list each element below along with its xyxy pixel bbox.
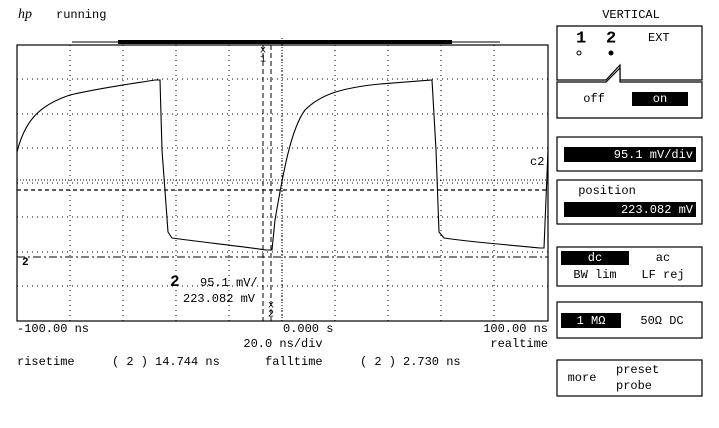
x-left: -100.00 ns <box>17 322 89 336</box>
coupling-key[interactable]: dc ac BW lim LF rej <box>556 246 703 287</box>
offset: 223.082 mV <box>183 292 256 306</box>
label-bg <box>570 184 645 196</box>
logo: hp <box>18 7 32 22</box>
off-option[interactable]: off <box>583 92 605 106</box>
softkey[interactable] <box>556 359 703 397</box>
position-label: position <box>578 184 636 198</box>
impedance-key[interactable]: 1 MΩ 50Ω DC <box>556 301 703 339</box>
impedance-1m[interactable]: 1 MΩ <box>577 314 606 328</box>
measure-value: 14.744 ns <box>155 355 220 369</box>
on-off[interactable]: off on <box>556 66 703 119</box>
on-dot <box>608 50 614 56</box>
channel-ext[interactable]: EXT <box>648 31 670 45</box>
marker-c2: c2 <box>530 155 544 169</box>
panel-title: VERTICAL <box>602 8 660 22</box>
preset[interactable]: preset <box>616 363 659 377</box>
position-value[interactable]: 223.082 mV <box>621 203 694 217</box>
scale-value[interactable]: 95.1 mV/div <box>614 148 693 162</box>
measure-name: falltime <box>265 355 323 369</box>
scale-key[interactable]: 95.1 mV/div <box>556 136 703 172</box>
measure-name: risetime <box>17 355 75 369</box>
channel-1[interactable]: 1 <box>576 29 586 48</box>
measure-value: 2.730 ns <box>403 355 461 369</box>
volts-per-div: 95.1 mV/ <box>200 276 258 290</box>
x-right: 100.00 ns <box>483 322 548 336</box>
marker-x1-label: 1 <box>260 55 266 66</box>
selected <box>632 92 688 106</box>
marker-x2: x <box>268 301 274 312</box>
channel-2[interactable]: 2 <box>606 29 616 48</box>
measure-channel: ( 2 ) <box>360 355 396 369</box>
dc-option[interactable]: dc <box>588 251 602 265</box>
more[interactable]: more <box>568 371 597 385</box>
more-key[interactable]: more preset probe <box>556 359 703 397</box>
ac-option[interactable]: ac <box>656 251 670 265</box>
value-field <box>564 147 696 162</box>
channel-label: 2 <box>170 273 180 291</box>
marker-x2-label: 2 <box>268 310 274 321</box>
bw-option[interactable]: BW lim <box>573 268 616 282</box>
measure-channel: ( 2 ) <box>112 355 148 369</box>
x-center: 0.000 s <box>283 322 333 336</box>
selected <box>561 313 621 328</box>
status: running <box>56 8 106 22</box>
value-field <box>564 202 696 217</box>
ground-marker: 2 <box>22 257 29 269</box>
impedance-50[interactable]: 50Ω DC <box>640 314 683 328</box>
off-dot <box>576 50 582 56</box>
position-key[interactable]: position 223.082 mV <box>556 179 703 225</box>
selected <box>561 251 629 265</box>
marker-x1: x <box>260 46 266 57</box>
probe[interactable]: probe <box>616 379 652 393</box>
lf-option[interactable]: LF rej <box>641 268 684 282</box>
waveform <box>16 79 549 251</box>
on-option[interactable]: on <box>653 92 667 106</box>
acq-mode: realtime <box>490 337 548 351</box>
channel-select[interactable]: 1 2 EXT <box>556 25 703 81</box>
x-scale: 20.0 ns/div <box>243 337 322 351</box>
